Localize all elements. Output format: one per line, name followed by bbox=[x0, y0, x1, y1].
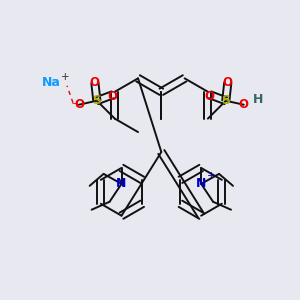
Text: S: S bbox=[221, 94, 230, 107]
Text: +: + bbox=[207, 171, 215, 181]
Text: +: + bbox=[61, 72, 69, 82]
Text: O: O bbox=[223, 76, 233, 89]
Text: H: H bbox=[253, 93, 263, 106]
Text: O: O bbox=[74, 98, 84, 111]
Text: O: O bbox=[239, 98, 249, 111]
Text: O: O bbox=[108, 90, 118, 103]
Text: N: N bbox=[116, 177, 127, 190]
Text: N: N bbox=[196, 177, 206, 190]
Text: Na: Na bbox=[42, 76, 61, 89]
Text: –: – bbox=[71, 98, 76, 108]
Text: O: O bbox=[90, 76, 100, 89]
Text: S: S bbox=[92, 94, 101, 107]
Text: O: O bbox=[205, 90, 215, 103]
